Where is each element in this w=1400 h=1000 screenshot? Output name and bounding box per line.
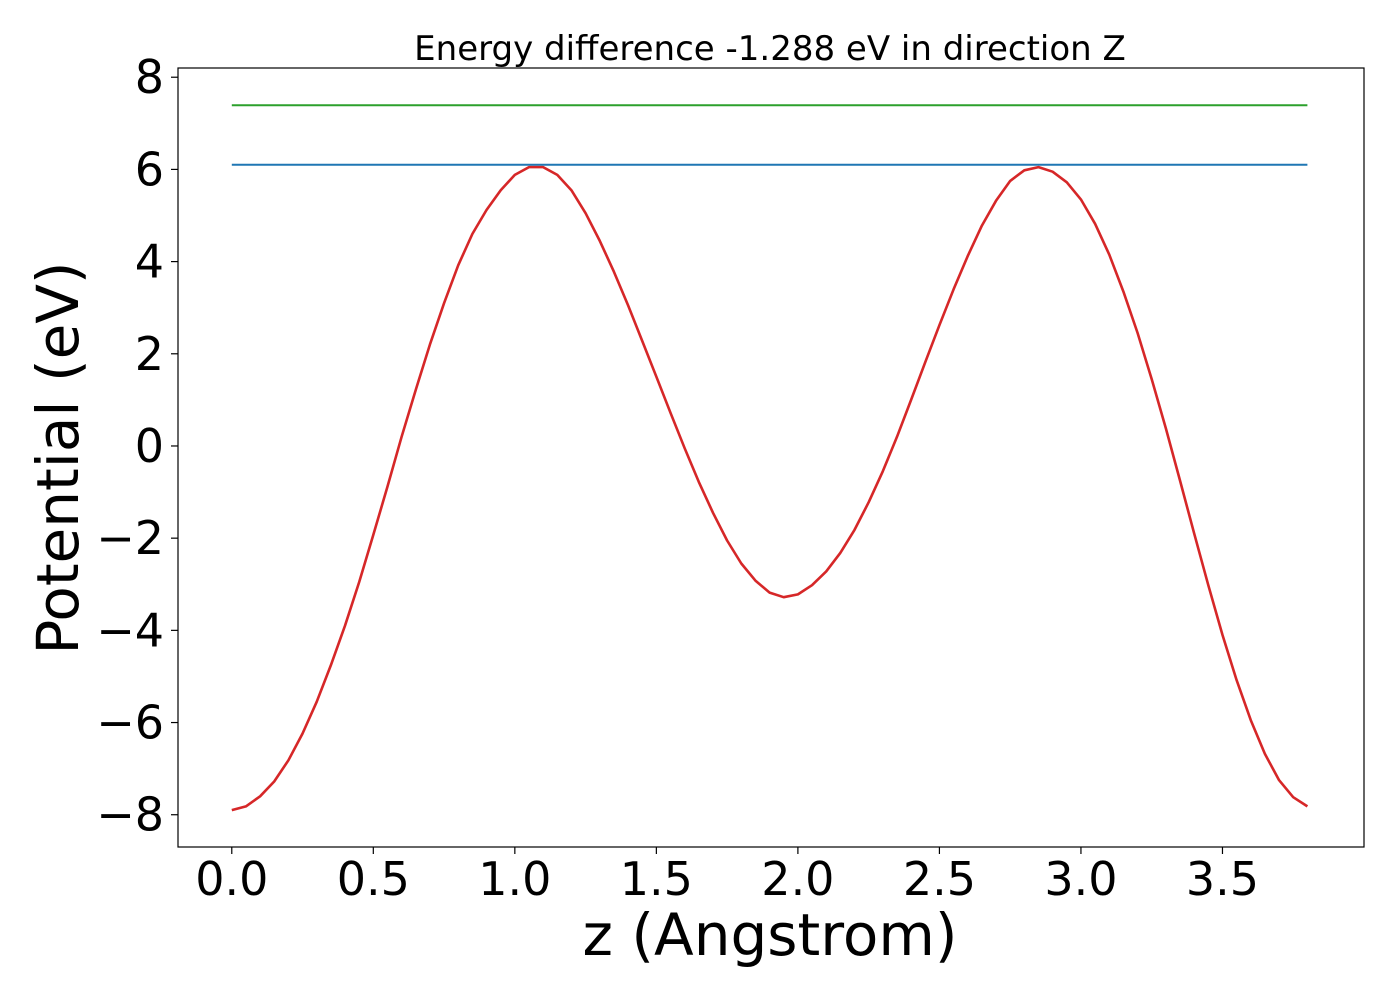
series-layer bbox=[231, 104, 1309, 812]
y-tick-label: 0 bbox=[135, 419, 164, 473]
y-tick-label: 2 bbox=[135, 327, 164, 381]
y-tick-label: −4 bbox=[96, 603, 164, 657]
y-tick-label: 8 bbox=[135, 50, 164, 104]
x-tick-label: 2.5 bbox=[903, 852, 976, 906]
x-tick-label: 2.0 bbox=[761, 852, 834, 906]
x-tick-label: 3.0 bbox=[1044, 852, 1117, 906]
series-line-0 bbox=[231, 165, 1309, 812]
ticks-layer: 0.0 0.5 1.0 1.5 2.0 2.5 3.0 3.5 −8 −6 −4 −2 0 2 4 6 8 bbox=[96, 50, 1259, 906]
x-tick-label: 1.5 bbox=[620, 852, 693, 906]
y-tick-label: −8 bbox=[96, 788, 164, 842]
y-tick-label: −6 bbox=[96, 696, 164, 750]
x-tick-label: 3.5 bbox=[1186, 852, 1259, 906]
y-axis-label: Potential (eV) bbox=[24, 261, 92, 654]
x-tick-label: 0.0 bbox=[195, 852, 268, 906]
plot-frame bbox=[177, 67, 1365, 848]
y-tick-label: 4 bbox=[135, 235, 164, 289]
chart-title: Energy difference -1.288 eV in direction… bbox=[414, 29, 1126, 69]
x-axis-label: z (Angstrom) bbox=[583, 901, 958, 969]
x-tick-label: 1.0 bbox=[478, 852, 551, 906]
y-tick-label: −2 bbox=[96, 511, 164, 565]
x-tick-label: 0.5 bbox=[337, 852, 410, 906]
y-tick-label: 6 bbox=[135, 142, 164, 196]
